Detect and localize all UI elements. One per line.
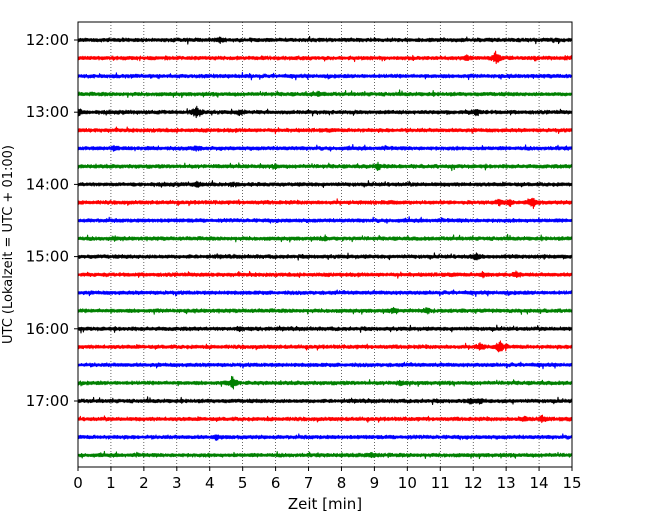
x-tick-label: 13	[497, 474, 516, 492]
trace-line-1245	[77, 89, 573, 99]
trace-line-1545	[77, 306, 573, 315]
trace-line-1645	[77, 375, 573, 390]
trace-line-1615	[77, 340, 573, 353]
trace-line-1730	[77, 433, 573, 441]
x-tick-label: 1	[106, 474, 116, 492]
x-tick-label: 10	[398, 474, 417, 492]
x-tick-label: 12	[464, 474, 483, 492]
y-tick-label: 13:00	[26, 103, 69, 121]
x-tick-label: 14	[530, 474, 549, 492]
trace-lines	[77, 35, 573, 460]
trace-line-1500	[77, 252, 573, 261]
x-axis-label: Zeit [min]	[288, 495, 362, 513]
trace-line-1430	[77, 216, 573, 224]
y-axis-label: UTC (Lokalzeit = UTC + 01:00)	[1, 145, 16, 344]
x-tick-label: 7	[304, 474, 314, 492]
trace-line-1400	[77, 180, 573, 188]
trace-line-1330	[77, 143, 573, 152]
x-tick-label: 15	[562, 474, 581, 492]
trace-line-1315	[77, 126, 573, 135]
axes-frame	[77, 21, 573, 468]
trace-line-1530	[77, 289, 573, 298]
trace-line-1745	[77, 450, 573, 460]
trace-line-1600	[77, 324, 573, 334]
y-tick-label: 15:00	[26, 248, 69, 266]
axis-ticks: 0 1 2 3 4 5 6 7 8 9 10 11 12 13 14 1512:0013:0014:0015:…	[26, 31, 582, 492]
y-tick-label: 12:00	[26, 31, 69, 49]
x-tick-label: 11	[431, 474, 450, 492]
trace-line-1300	[77, 105, 573, 119]
trace-line-1230	[77, 71, 573, 81]
x-tick-label: 2	[139, 474, 149, 492]
x-tick-label: 0	[73, 474, 83, 492]
x-tick-label: 3	[172, 474, 182, 492]
trace-line-1345	[77, 161, 573, 172]
trace-line-1415	[77, 197, 573, 210]
trace-line-1200	[77, 35, 573, 45]
x-tick-label: 5	[238, 474, 248, 492]
grid-lines	[110, 22, 540, 467]
trace-line-1700	[77, 396, 573, 406]
trace-line-1630	[77, 361, 573, 370]
y-tick-label: 14:00	[26, 175, 69, 193]
x-tick-label: 8	[337, 474, 347, 492]
trace-line-1515	[77, 270, 573, 279]
trace-line-1445	[77, 233, 573, 243]
y-tick-label: 16:00	[26, 320, 69, 338]
x-tick-label: 4	[205, 474, 215, 492]
trace-line-1715	[77, 414, 573, 424]
x-tick-label: 6	[271, 474, 281, 492]
trace-line-1215	[77, 50, 573, 65]
x-tick-label: 9	[370, 474, 380, 492]
y-tick-label: 17:00	[26, 392, 69, 410]
